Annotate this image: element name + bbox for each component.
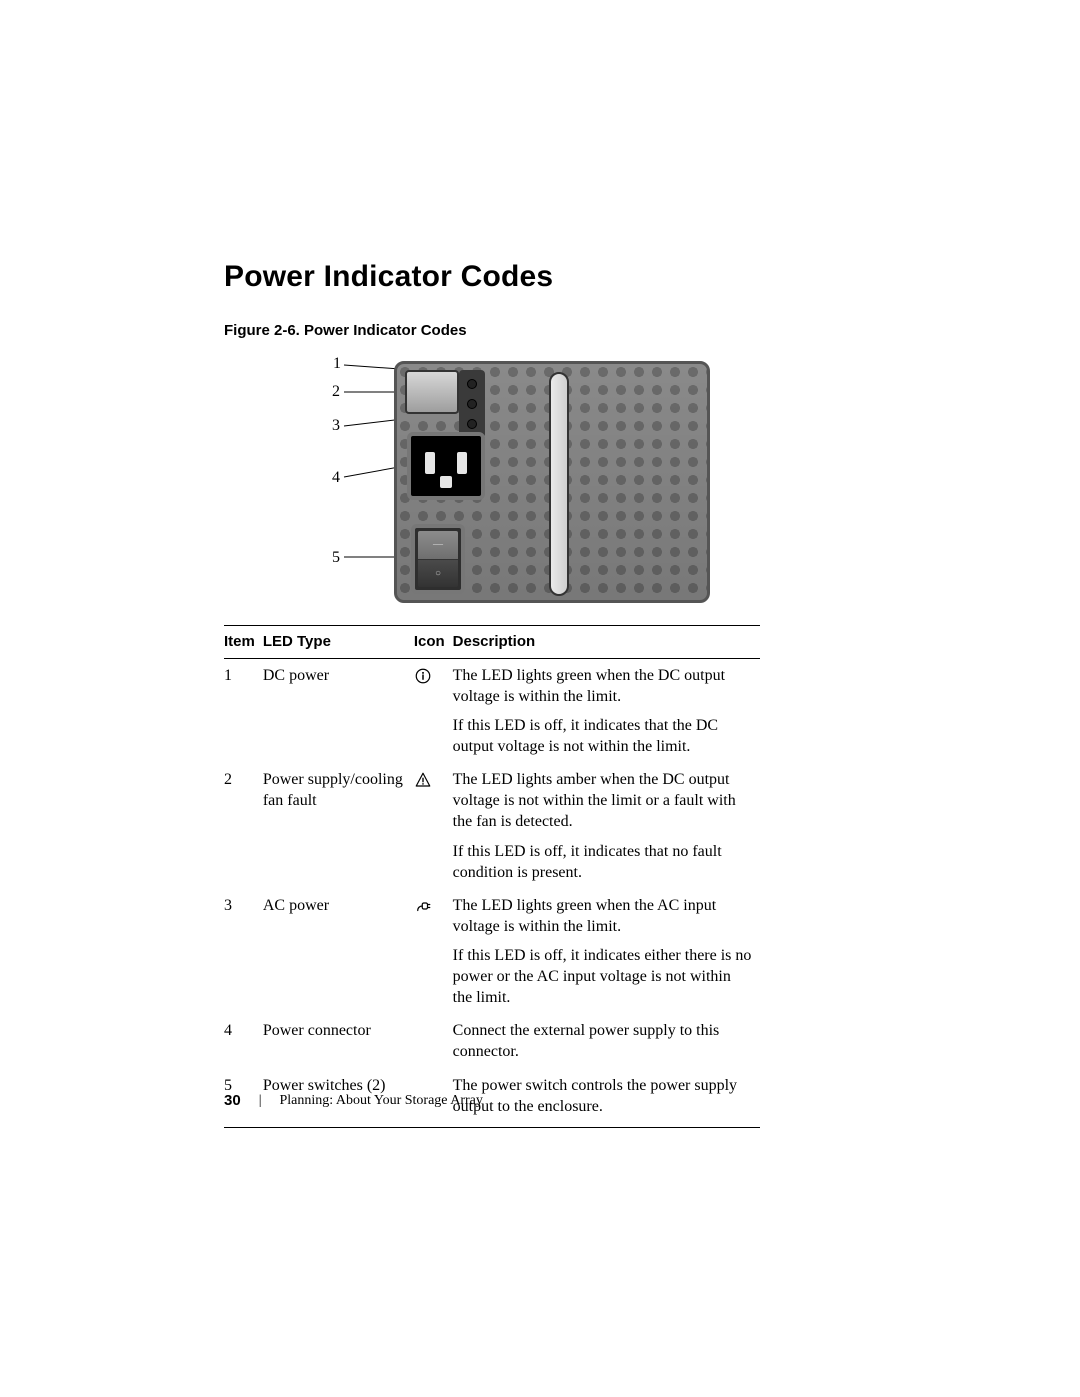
document-page: Power Indicator Codes Figure 2-6. Power … <box>0 0 1080 1397</box>
cell-icon <box>414 763 453 889</box>
ac-plug-icon <box>414 897 432 915</box>
power-indicator-codes-table: Item LED Type Icon Description 1 DC powe… <box>224 625 760 1128</box>
footer-text: Planning: About Your Storage Array <box>280 1093 483 1109</box>
description-text: If this LED is off, it indicates that th… <box>453 715 752 757</box>
cell-icon <box>414 889 453 1015</box>
ac-power-connector-icon <box>407 432 485 500</box>
table-header-row: Item LED Type Icon Description <box>224 626 760 659</box>
cell-item: 2 <box>224 763 263 889</box>
led-fault-icon <box>467 399 477 409</box>
page-number: 30 <box>224 1092 241 1109</box>
led-dc-icon <box>467 379 477 389</box>
info-circle-icon <box>414 667 432 685</box>
cell-icon <box>414 658 453 763</box>
col-header-item: Item <box>224 626 263 659</box>
cell-description: The LED lights amber when the DC output … <box>453 763 760 889</box>
col-header-description: Description <box>453 626 760 659</box>
figure-psu-diagram: 1 2 3 4 5 — ○ <box>274 357 794 607</box>
cell-description: Connect the external power supply to thi… <box>453 1014 760 1068</box>
power-switch-icon: — ○ <box>411 524 465 594</box>
led-ac-icon <box>467 419 477 429</box>
callout-number-1: 1 <box>333 355 341 373</box>
description-text: If this LED is off, it indicates either … <box>453 945 752 1008</box>
section-heading: Power Indicator Codes <box>224 260 860 294</box>
description-text: Connect the external power supply to thi… <box>453 1020 752 1062</box>
cell-item: 1 <box>224 658 263 763</box>
description-text: If this LED is off, it indicates that no… <box>453 841 752 883</box>
cell-item: 3 <box>224 889 263 1015</box>
table-row: 4 Power connector Connect the external p… <box>224 1014 760 1068</box>
cell-led-type: Power supply/cooling fan fault <box>263 763 414 889</box>
callout-number-3: 3 <box>332 417 340 435</box>
cell-led-type: Power connector <box>263 1014 414 1068</box>
table-row: 3 AC power The LED lights green when the… <box>224 889 760 1015</box>
cell-item: 4 <box>224 1014 263 1068</box>
callout-number-5: 5 <box>332 549 340 567</box>
callout-number-4: 4 <box>332 469 340 487</box>
figure-caption: Figure 2-6. Power Indicator Codes <box>224 322 860 339</box>
led-panel <box>459 370 485 438</box>
description-text: The LED lights amber when the DC output … <box>453 769 752 832</box>
cell-led-type: AC power <box>263 889 414 1015</box>
cell-description: The LED lights green when the DC output … <box>453 658 760 763</box>
cell-icon <box>414 1014 453 1068</box>
warning-triangle-icon <box>414 771 432 789</box>
psu-illustration: — ○ <box>394 361 710 603</box>
cell-description: The power switch controls the power supp… <box>453 1069 760 1128</box>
table-row: 1 DC power The LED lights green when the… <box>224 658 760 763</box>
description-text: The power switch controls the power supp… <box>453 1075 752 1117</box>
release-latch-icon <box>405 370 459 414</box>
cell-description: The LED lights green when the AC input v… <box>453 889 760 1015</box>
table-row: 2 Power supply/cooling fan fault The LED… <box>224 763 760 889</box>
callout-number-2: 2 <box>332 383 340 401</box>
footer-divider: | <box>259 1093 262 1109</box>
description-text: The LED lights green when the AC input v… <box>453 895 752 937</box>
cell-led-type: DC power <box>263 658 414 763</box>
handle-icon <box>549 372 569 596</box>
page-footer: 30 | Planning: About Your Storage Array <box>224 1092 483 1109</box>
col-header-icon: Icon <box>414 626 453 659</box>
col-header-type: LED Type <box>263 626 414 659</box>
description-text: The LED lights green when the DC output … <box>453 665 752 707</box>
